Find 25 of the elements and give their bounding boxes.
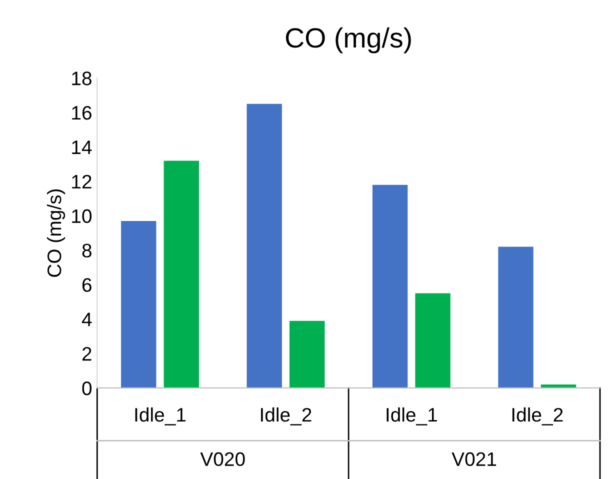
- bar: [164, 160, 199, 388]
- x-tick-label: Idle_1: [386, 407, 437, 426]
- y-tick-label: 18: [72, 72, 92, 86]
- y-tick-label: 8: [82, 244, 92, 258]
- text: V021: [452, 452, 496, 466]
- bar: [498, 246, 534, 388]
- x-tick-label: Idle_2: [261, 407, 312, 426]
- y-tick-label: 14: [72, 140, 92, 154]
- x-tick-label: Idle_1: [135, 407, 186, 426]
- y-axis-title: CO (mg/s): [46, 189, 66, 277]
- x-tick-label: Idle_2: [512, 407, 563, 426]
- bar: [372, 184, 408, 388]
- text: V020: [200, 452, 245, 466]
- bar: [121, 220, 156, 388]
- y-tick-label: 10: [72, 209, 92, 224]
- bar: [415, 293, 450, 388]
- bar: [289, 320, 325, 388]
- y-tick-label: 0: [82, 381, 92, 396]
- y-tick-label: 16: [72, 106, 92, 120]
- bar: [246, 104, 282, 388]
- y-tick-label: 6: [82, 278, 92, 292]
- y-tick-label: 12: [72, 174, 92, 188]
- y-tick-label: 2: [82, 347, 92, 361]
- y-tick-label: 4: [82, 312, 92, 326]
- chart-title: CO (mg/s): [286, 27, 411, 54]
